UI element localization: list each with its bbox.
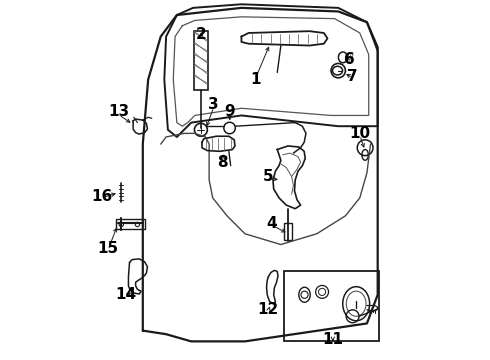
Bar [116,220,145,229]
Text: 4: 4 [267,216,277,230]
Text: 10: 10 [349,126,370,141]
Text: 8: 8 [217,154,228,170]
Text: 14: 14 [115,287,137,302]
Text: 6: 6 [343,52,354,67]
Text: 2: 2 [196,27,207,42]
Text: 16: 16 [91,189,112,204]
Text: 9: 9 [224,104,235,120]
Bar [285,223,293,240]
Text: 12: 12 [258,302,279,316]
Text: 11: 11 [322,332,343,347]
Text: 5: 5 [263,169,273,184]
Text: 7: 7 [347,68,358,84]
Bar [285,271,379,341]
Text: 13: 13 [108,104,129,120]
Text: 15: 15 [98,240,119,256]
Text: 1: 1 [250,72,261,87]
Bar [194,31,208,90]
Text: 3: 3 [208,97,219,112]
